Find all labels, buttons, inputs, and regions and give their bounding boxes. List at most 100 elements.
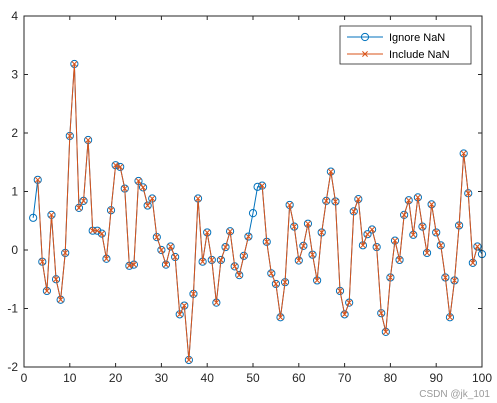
- data-point-include-nan: [309, 251, 316, 258]
- data-point-include-nan: [167, 243, 174, 250]
- data-point-include-nan: [350, 208, 357, 215]
- y-tick-label: -1: [7, 302, 18, 316]
- data-point-include-nan: [291, 223, 298, 230]
- data-point-include-nan: [263, 238, 270, 245]
- legend-marker-ignore-nan: [360, 32, 370, 42]
- data-point-include-nan: [373, 244, 380, 251]
- series-include-nan: [34, 61, 481, 363]
- data-point-include-nan: [465, 190, 472, 197]
- data-point-include-nan: [195, 195, 201, 202]
- data-point-include-nan: [359, 242, 366, 249]
- data-point-ignore-nan: [166, 242, 175, 251]
- x-tick-label: 100: [472, 371, 492, 385]
- data-point-include-nan: [158, 247, 165, 253]
- data-point-include-nan: [34, 176, 41, 183]
- data-point-include-nan: [172, 254, 179, 260]
- x-tick-label: 80: [384, 371, 398, 385]
- x-tick-label: 60: [292, 371, 306, 385]
- x-tick-label: 20: [109, 371, 123, 385]
- x-tick-label: 70: [338, 371, 352, 385]
- data-point-ignore-nan: [303, 219, 313, 228]
- data-point-include-nan: [185, 357, 192, 363]
- data-point-include-nan: [66, 132, 73, 139]
- data-point-include-nan: [181, 302, 188, 309]
- y-tick-label: 0: [11, 243, 18, 257]
- data-point-ignore-nan: [161, 260, 171, 269]
- data-point-ignore-nan: [267, 269, 276, 278]
- data-point-include-nan: [190, 290, 197, 297]
- data-point-include-nan: [135, 178, 142, 184]
- data-point-ignore-nan: [116, 162, 125, 172]
- data-point-include-nan: [314, 277, 321, 284]
- y-tick-label: 1: [11, 185, 18, 199]
- data-point-include-nan: [305, 220, 311, 227]
- x-tick-label: 10: [63, 371, 77, 385]
- data-point-include-nan: [327, 168, 334, 175]
- data-point-ignore-nan: [138, 183, 148, 192]
- data-point-include-nan: [259, 182, 266, 189]
- legend-x-marker: [362, 51, 368, 57]
- data-point-include-nan: [446, 314, 453, 321]
- data-point-ignore-nan: [239, 251, 248, 260]
- data-point-include-nan: [392, 237, 398, 244]
- data-point-include-nan: [378, 310, 385, 317]
- data-point-include-nan: [346, 299, 353, 306]
- data-point-include-nan: [414, 194, 421, 201]
- data-point-include-nan: [71, 61, 78, 67]
- data-point-include-nan: [176, 311, 183, 318]
- data-point-include-nan: [39, 258, 46, 265]
- data-point-ignore-nan: [308, 250, 317, 259]
- data-point-ignore-nan: [97, 229, 106, 238]
- data-point-ignore-nan: [367, 225, 377, 234]
- data-point-include-nan: [208, 256, 215, 263]
- data-point-ignore-nan: [418, 222, 427, 231]
- x-tick-label: 90: [430, 371, 444, 385]
- data-point-include-nan: [387, 274, 394, 281]
- legend: Ignore NaN Include NaN: [339, 25, 472, 65]
- data-point-include-nan: [396, 256, 403, 263]
- data-point-ignore-nan: [203, 228, 212, 237]
- data-point-include-nan: [130, 261, 137, 268]
- data-point-include-nan: [369, 226, 376, 233]
- watermark-text: CSDN @jk_101: [419, 389, 490, 400]
- data-point-ignore-nan: [244, 232, 253, 241]
- data-point-include-nan: [213, 299, 220, 306]
- data-point-include-nan: [318, 229, 325, 236]
- data-point-include-nan: [103, 255, 110, 262]
- data-point-ignore-nan: [221, 242, 230, 252]
- data-point-include-nan: [126, 262, 133, 269]
- data-point-ignore-nan: [326, 167, 335, 176]
- data-point-include-nan: [382, 328, 389, 335]
- data-point-include-nan: [337, 287, 343, 294]
- data-point-include-nan: [204, 229, 211, 236]
- data-point-include-nan: [401, 211, 408, 218]
- x-tick-label: 50: [246, 371, 260, 385]
- data-point-include-nan: [53, 276, 60, 283]
- data-point-include-nan: [231, 263, 238, 270]
- data-point-ignore-nan: [235, 271, 244, 280]
- series-layer: [29, 59, 487, 365]
- data-point-include-nan: [364, 231, 371, 238]
- data-point-include-nan: [410, 231, 417, 238]
- data-point-include-nan: [323, 197, 330, 204]
- data-point-include-nan: [121, 185, 128, 192]
- data-point-include-nan: [437, 242, 444, 249]
- data-point-ignore-nan: [363, 230, 372, 239]
- x-tick-label: 0: [21, 371, 28, 385]
- data-point-include-nan: [108, 207, 114, 214]
- y-tick-label: 4: [11, 9, 18, 23]
- data-point-include-nan: [295, 257, 302, 264]
- data-point-ignore-nan: [436, 241, 445, 250]
- data-point-include-nan: [332, 198, 339, 205]
- data-point-ignore-nan: [340, 310, 349, 319]
- data-point-include-nan: [153, 234, 160, 241]
- data-point-include-nan: [451, 277, 458, 284]
- data-point-include-nan: [57, 296, 64, 303]
- data-point-include-nan: [112, 162, 119, 169]
- data-point-include-nan: [222, 244, 229, 251]
- data-point-include-nan: [474, 243, 481, 250]
- data-point-include-nan: [62, 249, 69, 256]
- x-tick-label: 40: [201, 371, 215, 385]
- data-point-ignore-nan: [432, 228, 441, 237]
- data-point-include-nan: [80, 197, 87, 204]
